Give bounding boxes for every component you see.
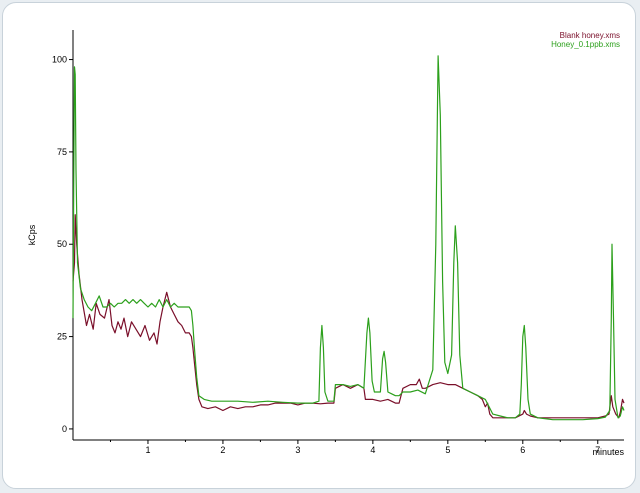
x-tick-label: 6	[520, 445, 525, 455]
legend: Blank honey.xms Honey_0.1ppb.xms	[551, 31, 620, 49]
x-tick-label: 5	[445, 445, 450, 455]
x-tick-label: 2	[220, 445, 225, 455]
x-tick-label: 1	[145, 445, 150, 455]
y-tick-label: 50	[57, 239, 67, 249]
y-tick-label: 0	[62, 424, 67, 434]
x-tick-label: 3	[295, 445, 300, 455]
x-axis-label: minutes	[592, 447, 624, 457]
axes: 0 25 50 75 100 1 2 3 4 5 6 7	[52, 30, 624, 455]
series-layer	[72, 55, 625, 421]
series-line-0	[72, 214, 625, 419]
chart-frame	[2, 2, 636, 489]
y-tick-label: 25	[57, 332, 67, 342]
series-line-1	[72, 55, 625, 421]
legend-entry-honey: Honey_0.1ppb.xms	[551, 40, 620, 49]
x-tick-label: 4	[370, 445, 375, 455]
y-tick-label: 75	[57, 147, 67, 157]
y-axis-label: kCps	[27, 224, 37, 245]
x-tick-label: 7	[595, 445, 600, 455]
y-tick-label: 100	[52, 55, 67, 65]
legend-entry-blank: Blank honey.xms	[560, 31, 620, 40]
